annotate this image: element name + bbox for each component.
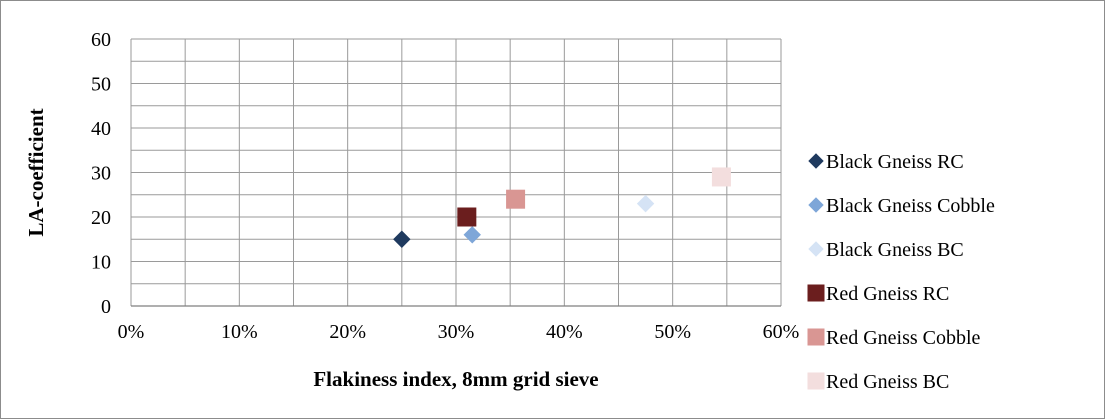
y-tick-label: 50 <box>91 74 111 96</box>
y-tick-label: 30 <box>91 163 111 185</box>
data-point <box>457 207 477 227</box>
legend-label: Red Gneiss BC <box>826 371 949 393</box>
x-tick-label: 10% <box>221 321 258 343</box>
y-tick-label: 60 <box>91 29 111 51</box>
y-axis-title: LA-coefficient <box>24 108 48 236</box>
legend-label: Black Gneiss BC <box>826 239 964 261</box>
x-tick-label: 40% <box>546 321 583 343</box>
data-point <box>393 230 411 248</box>
grid <box>130 38 782 307</box>
x-tick-label: 30% <box>438 321 475 343</box>
legend-marker <box>808 153 824 169</box>
data-point <box>711 167 731 187</box>
x-tick-label: 0% <box>118 321 145 343</box>
y-tick-label: 20 <box>91 207 111 229</box>
legend-label: Black Gneiss RC <box>826 151 964 173</box>
legend-marker <box>808 241 824 257</box>
tick-labels: 0% 10% 20% 30% 40% 50% 60% 0 10 20 30 40 50 60 <box>91 29 799 343</box>
legend-label: Black Gneiss Cobble <box>826 195 995 217</box>
legend-marker <box>807 372 825 390</box>
legend-label: Red Gneiss Cobble <box>826 327 981 349</box>
legend-marker <box>807 328 825 346</box>
data-points <box>393 167 731 248</box>
x-tick-label: 50% <box>654 321 691 343</box>
legend-marker <box>808 197 824 213</box>
data-point <box>636 194 655 213</box>
y-tick-label: 0 <box>101 296 111 318</box>
x-axis-title: Flakiness index, 8mm grid sieve <box>313 367 598 391</box>
legend: Black Gneiss RC Black Gneiss Cobble Black … <box>807 151 995 393</box>
y-tick-label: 40 <box>91 118 111 140</box>
y-tick-label: 10 <box>91 252 111 274</box>
x-tick-label: 20% <box>329 321 366 343</box>
data-point <box>506 189 526 209</box>
legend-label: Red Gneiss RC <box>826 283 949 305</box>
legend-marker <box>807 284 825 302</box>
x-tick-label: 60% <box>763 321 800 343</box>
data-point <box>463 226 481 244</box>
